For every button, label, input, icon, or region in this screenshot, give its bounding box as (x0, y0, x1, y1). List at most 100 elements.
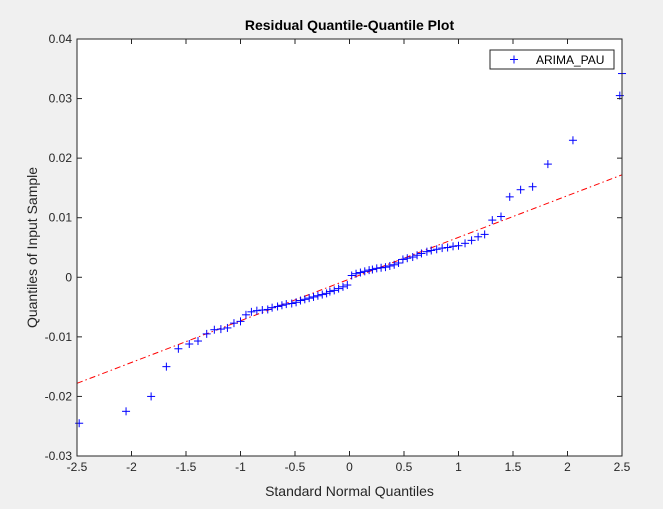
data-point (408, 253, 417, 262)
data-point (454, 241, 463, 250)
data-point (147, 392, 156, 401)
data-point (193, 337, 202, 346)
x-tick-label: 0 (346, 460, 353, 474)
data-point (516, 185, 525, 194)
x-tick-label: -2 (126, 460, 137, 474)
x-axis-label: Standard Normal Quantiles (265, 483, 434, 499)
x-tick-label: -0.5 (285, 460, 306, 474)
data-point (368, 265, 377, 274)
data-point (474, 232, 483, 241)
y-axis-label: Quantiles of Input Sample (24, 167, 40, 328)
data-point (377, 263, 386, 272)
legend: ARIMA_PAU (489, 49, 615, 70)
data-point (505, 192, 514, 201)
x-tick-label: 1.5 (505, 460, 522, 474)
data-point (287, 299, 296, 308)
data-point (318, 290, 327, 299)
data-point (480, 230, 489, 239)
data-point (497, 212, 506, 221)
plot-area (77, 39, 622, 456)
data-point (325, 287, 334, 296)
data-point (417, 249, 426, 258)
data-point (277, 301, 286, 310)
data-point (356, 268, 365, 277)
data-point (467, 236, 476, 245)
data-point (247, 307, 256, 316)
data-point (313, 291, 322, 300)
data-point (185, 340, 194, 349)
data-point (528, 182, 537, 191)
data-point (365, 266, 374, 275)
reference-line (76, 174, 623, 384)
data-point (390, 260, 399, 269)
data-point (229, 319, 238, 328)
data-point (488, 216, 497, 225)
data-point (343, 281, 352, 290)
data-point (330, 286, 339, 295)
data-point (162, 362, 171, 371)
data-point (258, 306, 267, 315)
y-tick-label: 0.02 (49, 151, 73, 165)
chart-title: Residual Quantile-Quantile Plot (245, 17, 455, 33)
data-point (443, 243, 452, 252)
data-point (385, 261, 394, 270)
data-point (322, 289, 331, 298)
data-point (300, 295, 309, 304)
y-tick-label: -0.02 (45, 389, 73, 403)
x-axis-ticks: -2.5 -2 -1.5 -1 -0.5 0 0.5 1 1.5 2 2.5 (67, 39, 631, 474)
y-tick-label: 0 (65, 270, 72, 284)
data-point (174, 344, 183, 353)
y-axis-ticks: -0.03 -0.02 -0.01 0 0.01 0.02 0.03 0.04 (45, 32, 622, 463)
data-points-layer (75, 69, 626, 428)
data-point (438, 244, 447, 253)
data-point (305, 294, 314, 303)
data-point (292, 298, 301, 307)
data-point (241, 310, 250, 319)
data-point (216, 325, 225, 334)
data-point (427, 246, 436, 255)
legend-marker-icon (510, 55, 518, 64)
x-tick-label: -1 (235, 460, 246, 474)
data-point (263, 305, 272, 314)
y-tick-label: -0.01 (45, 330, 73, 344)
data-point (309, 292, 318, 301)
data-point (461, 239, 470, 248)
x-tick-label: 2 (564, 460, 571, 474)
data-point (432, 245, 441, 254)
data-point (236, 317, 245, 326)
y-tick-label: 0.04 (49, 32, 73, 46)
y-tick-label: 0.03 (49, 92, 73, 106)
data-point (360, 267, 369, 276)
data-point (398, 255, 407, 264)
data-point (372, 264, 381, 273)
data-point (381, 263, 390, 272)
x-tick-label: -1.5 (176, 460, 197, 474)
data-point (268, 303, 277, 312)
data-point (394, 258, 403, 267)
x-tick-label: -2.5 (67, 460, 88, 474)
data-point (543, 160, 552, 169)
legend-entry-label: ARIMA_PAU (536, 53, 604, 67)
data-point (449, 242, 458, 251)
data-point (568, 136, 577, 145)
data-point (347, 271, 356, 280)
y-tick-label: 0.01 (49, 211, 73, 225)
x-tick-label: 0.5 (396, 460, 413, 474)
y-tick-label: -0.03 (45, 449, 73, 463)
data-point (334, 284, 343, 293)
data-point (296, 296, 305, 305)
data-point (413, 251, 422, 260)
reference-line-layer (76, 174, 623, 384)
data-point (210, 325, 219, 334)
data-point (352, 269, 361, 278)
data-point (202, 329, 211, 338)
x-tick-label: 1 (455, 460, 462, 474)
data-point (338, 282, 347, 291)
data-point (273, 302, 282, 311)
data-point (403, 254, 412, 263)
data-point (223, 323, 232, 332)
data-point (252, 306, 261, 315)
legend-box (489, 49, 615, 70)
data-point (282, 300, 291, 309)
